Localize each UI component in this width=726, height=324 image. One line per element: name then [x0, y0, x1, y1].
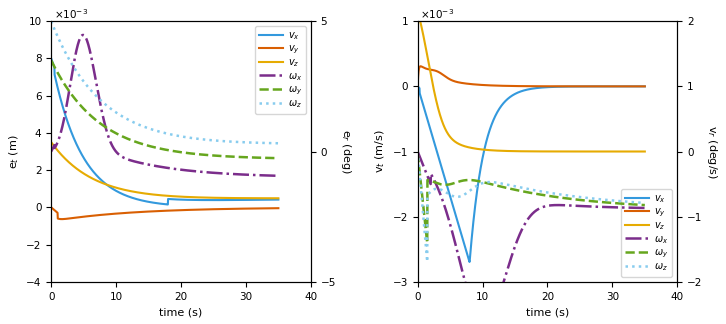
Y-axis label: e$_r$ (deg): e$_r$ (deg) — [338, 129, 353, 174]
Text: $\times10^{-3}$: $\times10^{-3}$ — [420, 7, 454, 21]
Y-axis label: v$_t$ (m/s): v$_t$ (m/s) — [373, 130, 387, 173]
Y-axis label: v$_r$ (deg/s): v$_r$ (deg/s) — [705, 124, 719, 179]
Text: $\times10^{-3}$: $\times10^{-3}$ — [54, 7, 88, 21]
Legend: $v_x$, $v_y$, $v_z$, $\omega_x$, $\omega_y$, $\omega_z$: $v_x$, $v_y$, $v_z$, $\omega_x$, $\omega… — [255, 26, 306, 114]
Y-axis label: e$_t$ (m): e$_t$ (m) — [7, 134, 20, 169]
X-axis label: time (s): time (s) — [160, 307, 203, 317]
X-axis label: time (s): time (s) — [526, 307, 569, 317]
Legend: $v_x$, $v_y$, $v_z$, $\omega_x$, $\omega_y$, $\omega_z$: $v_x$, $v_y$, $v_z$, $\omega_x$, $\omega… — [621, 189, 672, 277]
